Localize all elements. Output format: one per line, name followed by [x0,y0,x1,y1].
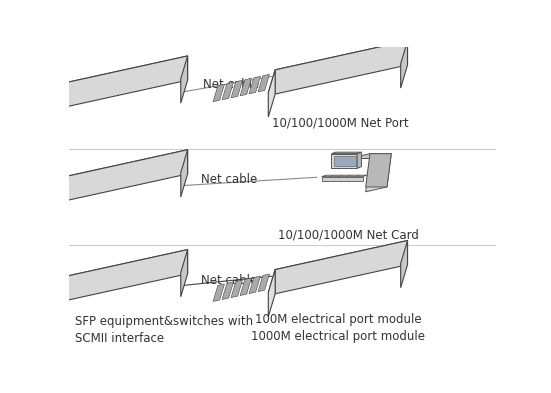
Polygon shape [181,56,187,103]
Polygon shape [48,150,187,202]
Polygon shape [240,278,251,296]
Polygon shape [55,150,187,203]
Text: SFP equipment&switches with
SCMII interface: SFP equipment&switches with SCMII interf… [75,315,253,345]
Polygon shape [55,56,187,109]
Polygon shape [48,56,187,108]
Polygon shape [249,276,261,294]
Polygon shape [0,99,4,117]
Polygon shape [222,82,234,100]
Polygon shape [366,154,391,187]
Polygon shape [2,291,14,309]
Polygon shape [2,97,14,115]
Polygon shape [222,282,234,299]
Polygon shape [55,250,187,303]
Polygon shape [268,241,408,292]
Polygon shape [11,95,23,113]
Text: Net cable: Net cable [201,173,257,186]
Polygon shape [38,90,50,107]
Polygon shape [48,279,55,326]
Text: 100M electrical port module
1000M electrical port module: 100M electrical port module 1000M electr… [251,314,425,343]
Polygon shape [258,274,269,292]
Polygon shape [29,185,41,203]
Polygon shape [322,177,363,181]
Polygon shape [268,41,408,93]
Polygon shape [48,85,55,132]
Polygon shape [11,189,23,207]
Polygon shape [38,183,50,201]
Polygon shape [20,287,31,305]
Polygon shape [240,78,251,96]
Polygon shape [268,270,275,317]
Polygon shape [0,293,4,310]
Polygon shape [213,84,224,102]
Polygon shape [20,94,31,111]
Polygon shape [231,280,242,298]
Polygon shape [349,154,391,158]
Polygon shape [275,241,408,294]
Polygon shape [401,241,408,288]
Polygon shape [11,289,23,307]
Polygon shape [332,152,361,154]
Polygon shape [48,250,187,302]
Polygon shape [366,154,391,192]
Polygon shape [20,187,31,205]
Text: 10/100/1000M Net Port: 10/100/1000M Net Port [272,117,408,130]
Polygon shape [48,179,55,226]
Polygon shape [322,175,367,177]
Polygon shape [38,283,50,301]
Polygon shape [258,74,269,92]
Polygon shape [181,150,187,197]
Polygon shape [181,250,187,297]
Polygon shape [334,156,356,166]
Polygon shape [401,41,408,88]
Polygon shape [275,41,408,94]
Polygon shape [268,70,275,117]
Polygon shape [213,284,224,301]
Polygon shape [29,92,41,109]
Text: 10/100/1000M Net Card: 10/100/1000M Net Card [278,229,419,242]
Polygon shape [0,193,4,211]
Text: Net cable: Net cable [201,274,257,287]
Polygon shape [332,154,357,168]
Polygon shape [2,191,14,209]
Text: Net cable: Net cable [203,77,260,90]
Polygon shape [249,76,261,94]
Polygon shape [29,285,41,303]
Polygon shape [231,80,242,98]
Polygon shape [357,152,361,168]
